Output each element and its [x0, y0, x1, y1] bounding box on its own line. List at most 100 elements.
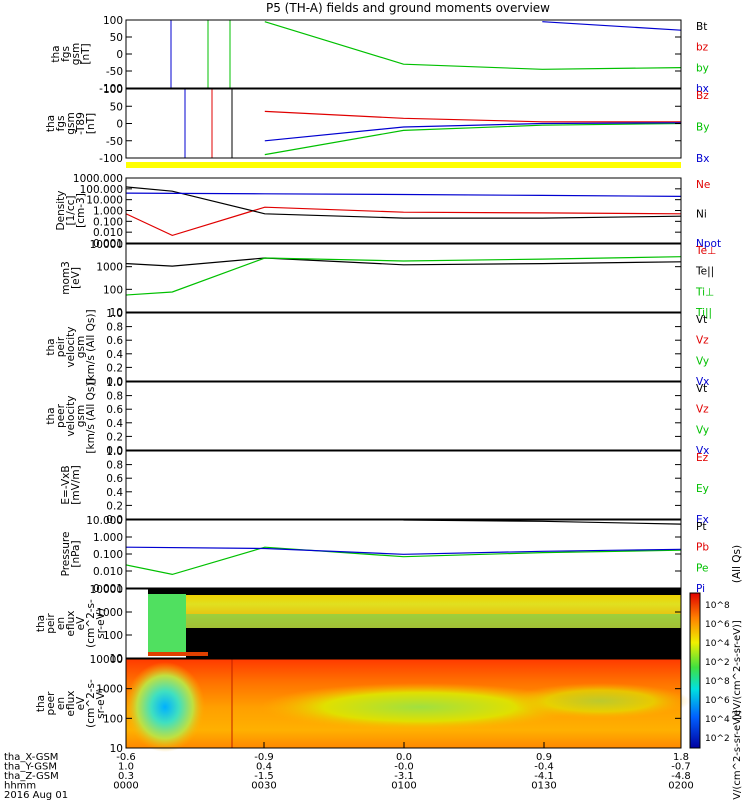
- ytick-label: 0.0: [106, 445, 123, 457]
- footer-value: -0.4: [534, 762, 554, 773]
- colorbar-tick: 10^2: [705, 734, 730, 744]
- legend-entry: Ti||: [695, 307, 712, 319]
- footer-row-label: tha_X-GSM: [4, 752, 58, 763]
- ylabel-line: peer: [45, 691, 57, 716]
- ylabel-line: [nT]: [85, 113, 97, 134]
- ytick-label: 1.0: [106, 446, 123, 458]
- ytick-label: -50: [106, 66, 123, 78]
- ylabel-line: mom3: [60, 261, 72, 295]
- ytick-label: 100: [103, 284, 123, 296]
- colorbar-tick: 10^8: [705, 601, 730, 611]
- footer-value: 0.3: [118, 771, 134, 782]
- frames-group: [125, 19, 682, 749]
- footer-value: -3.1: [394, 771, 414, 782]
- legend-entry: Vt: [696, 314, 707, 326]
- ylabel-line: gsm: [65, 112, 77, 134]
- ytick-label: 100: [103, 630, 123, 642]
- legend-entry: Pt: [696, 521, 706, 533]
- ylabel-line: [km/s (All Qs)]: [85, 378, 97, 453]
- ylabel-line: eflux: [65, 691, 77, 717]
- legend-entry: Te||: [695, 266, 714, 278]
- legend-entry: bz: [696, 42, 709, 54]
- ylabel-line: E=-VxB: [60, 465, 72, 504]
- legend-entry: Vt: [696, 383, 707, 395]
- ylabel-line: tha: [35, 695, 47, 712]
- footer-value: 0.4: [256, 762, 272, 773]
- ytick-label: 0.4: [106, 349, 123, 361]
- series-line-bx: [264, 122, 681, 142]
- ylabel-group: mom3[eV]: [60, 261, 82, 295]
- series-line-ni: [126, 186, 681, 219]
- peir-orange-strip: [148, 652, 208, 656]
- legend-entry: Npot: [696, 238, 721, 250]
- ytick-label: 0.8: [106, 391, 123, 403]
- footer-value: 0000: [113, 781, 138, 792]
- ytick-label: 1000.000: [73, 173, 123, 185]
- traces-group: [126, 20, 681, 576]
- ylabel-line: [mV/m]: [70, 465, 82, 504]
- colorbar: [689, 592, 701, 749]
- ytick-label: 0.6: [106, 473, 123, 485]
- legend-entry: Bz: [696, 90, 709, 102]
- ylabel-line: tha: [45, 115, 57, 132]
- peer-right-band: [510, 683, 690, 719]
- footer-row-label: tha_Y-GSM: [4, 762, 57, 773]
- footer-value: 0130: [531, 781, 556, 792]
- footer-value: 0200: [668, 781, 693, 792]
- ytick-label: 0.010: [93, 566, 123, 578]
- ylabel-line: eV: [75, 616, 87, 630]
- series-line-by: [264, 122, 681, 156]
- legend-entry: bx: [696, 83, 709, 95]
- ylabel-line: eV: [75, 696, 87, 710]
- ytick-label: 0.001: [93, 583, 123, 595]
- footer-value: -0.7: [671, 762, 691, 773]
- legend-entry: Pe: [696, 562, 708, 574]
- ytick-label: 10000: [90, 584, 123, 596]
- ylabel-line: sr-eV): [95, 688, 107, 719]
- ytick-label: 50: [110, 32, 123, 44]
- colorbar-tick: 10^2: [705, 658, 730, 668]
- peir-early-green: [148, 594, 186, 652]
- peer-mid-band: [260, 683, 580, 731]
- panel-frame: [125, 588, 682, 659]
- ytick-label: 0.2: [106, 500, 123, 512]
- legend-entry: Bt: [696, 21, 707, 33]
- ylabel-line: eflux: [65, 611, 77, 637]
- legend-entry: Ex: [696, 514, 709, 526]
- ylabel-line: tha: [35, 615, 47, 632]
- ytick-label: 10: [110, 653, 123, 665]
- footer-row-label: tha_Z-GSM: [4, 771, 59, 782]
- ylabel-line: sr-eV): [95, 608, 107, 639]
- ylabel-line: [eV]: [70, 267, 82, 289]
- ylabel-line: gsm: [75, 336, 87, 358]
- ytick-label: 0: [116, 49, 123, 61]
- ytick-label: 1000: [96, 607, 123, 619]
- ytick-label: 1.0: [106, 377, 123, 389]
- legend-entry: Vy: [696, 424, 709, 436]
- legend-entry: Vx: [696, 376, 709, 388]
- ytick-label: 0.0: [106, 514, 123, 526]
- ytick-label: 1000: [96, 262, 123, 274]
- legend-entry: Ni: [696, 209, 707, 221]
- footer-value: -1.5: [254, 771, 274, 782]
- ylabel-line: peer: [55, 403, 67, 428]
- ylabel-line: (cm^2-s-: [85, 599, 97, 648]
- ytick-label: 0.4: [106, 418, 123, 430]
- ytick-label: 1.0: [106, 308, 123, 320]
- ylabel-line: gsm: [70, 43, 82, 65]
- ylabel-line: (cm^2-s-: [85, 679, 97, 728]
- ytick-label: 0.6: [106, 335, 123, 347]
- footer-value: 0030: [251, 781, 276, 792]
- chart-title: P5 (TH-A) fields and ground moments over…: [266, 1, 550, 15]
- legend-entry: Pi: [696, 583, 705, 595]
- ytick-label: 0.2: [106, 431, 123, 443]
- peir-low-energy-dark: [186, 628, 681, 658]
- legend-entry: Vy: [696, 355, 709, 367]
- panel-frame: [125, 312, 682, 382]
- legend-entry: Te⊥: [695, 245, 716, 257]
